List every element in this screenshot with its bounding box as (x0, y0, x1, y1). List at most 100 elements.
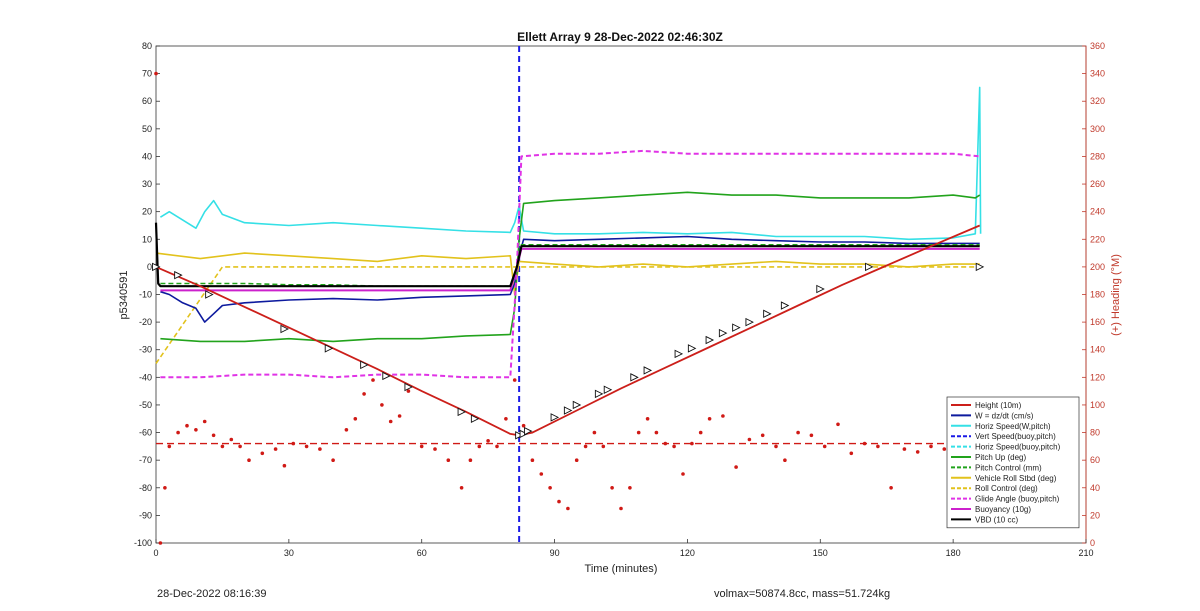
heading-point (583, 444, 588, 449)
legend-label: W = dz/dt (cm/s) (975, 411, 1034, 420)
height-marker (550, 413, 560, 422)
height-marker (630, 373, 639, 382)
heading-point (194, 428, 198, 432)
y2-tick-label: 140 (1090, 345, 1105, 355)
heading-point (185, 423, 189, 428)
heading-point (353, 417, 358, 421)
y-tick-label: 10 (142, 234, 152, 244)
legend-label: Height (10m) (975, 401, 1022, 410)
heading-point (902, 447, 907, 451)
legend-label: Horiz Speed(buoy,pitch) (975, 443, 1061, 452)
height-marker (174, 270, 183, 280)
heading-point (566, 506, 570, 511)
y2-tick-label: 20 (1090, 510, 1100, 520)
heading-point (809, 433, 814, 438)
heading-point (530, 458, 535, 463)
y-tick-label: -100 (134, 538, 152, 548)
y-tick-label: 70 (142, 69, 152, 79)
legend-label: Horiz Speed(W,pitch) (975, 422, 1051, 431)
height-marker (360, 360, 369, 370)
y2-tick-label: 0 (1090, 538, 1095, 548)
heading-point (468, 458, 473, 463)
heading-point (486, 439, 490, 443)
y2-tick-label: 280 (1090, 151, 1105, 161)
heading-point (331, 458, 335, 463)
plot-frame (155, 45, 1087, 544)
y-tick-label: -30 (139, 345, 152, 355)
heading-point (163, 486, 167, 490)
heading-point (721, 414, 725, 418)
heading-point (344, 428, 349, 432)
heading-point (495, 444, 499, 449)
heading-point (388, 419, 393, 424)
x-tick-label: 0 (153, 548, 158, 558)
height-marker (705, 335, 715, 345)
heading-point (521, 423, 526, 428)
y-tick-label: -60 (139, 428, 152, 438)
heading-point (836, 422, 840, 427)
heading-point (796, 430, 800, 435)
y-tick-label: -10 (139, 290, 152, 300)
x-tick-label: 210 (1078, 548, 1093, 558)
y2-tick-label: 60 (1090, 455, 1100, 465)
heading-point (158, 541, 163, 545)
heading-point (238, 444, 242, 449)
heading-point (273, 447, 278, 451)
heading-point (760, 433, 765, 438)
height-marker (524, 426, 533, 436)
height-marker (763, 309, 772, 319)
height-marker (572, 400, 582, 410)
heading-point (291, 441, 296, 446)
x-tick-label: 60 (417, 548, 427, 558)
height-marker (816, 284, 825, 294)
y-axis-label: p5340591 (118, 271, 130, 320)
heading-point (672, 444, 676, 449)
y-tick-label: 60 (142, 96, 152, 106)
heading-point (380, 403, 384, 407)
y2-axis-label: (+) Heading (°M) (1110, 254, 1122, 336)
y2-tick-label: 80 (1090, 428, 1100, 438)
height-marker (563, 406, 573, 415)
heading-point (915, 450, 920, 454)
x-tick-label: 150 (813, 548, 828, 558)
y2-tick-label: 200 (1090, 262, 1105, 272)
height-marker (404, 382, 413, 392)
y2-tick-label: 160 (1090, 317, 1105, 327)
heading-point (247, 458, 251, 463)
y-tick-label: -70 (139, 455, 152, 465)
heading-point (636, 430, 641, 435)
legend-label: Vehicle Roll Stbd (deg) (975, 474, 1057, 483)
heading-point (654, 430, 659, 435)
y2-tick-label: 320 (1090, 96, 1105, 106)
heading-point (362, 392, 366, 396)
heading-point (176, 430, 180, 435)
heading-point (397, 414, 402, 418)
height-marker (780, 301, 790, 310)
y-tick-label: -80 (139, 483, 152, 493)
legend-label: Pitch Up (deg) (975, 453, 1026, 462)
heading-point (202, 419, 207, 424)
heading-point (318, 447, 322, 451)
heading-point (548, 486, 552, 490)
heading-point (628, 486, 632, 490)
height-marker (674, 349, 684, 359)
y2-tick-label: 300 (1090, 124, 1105, 134)
heading-point (734, 465, 738, 469)
height-marker (470, 414, 480, 423)
heading-point (512, 378, 517, 382)
heading-point (645, 417, 650, 421)
y-tick-label: -90 (139, 510, 152, 520)
y2-tick-label: 100 (1090, 400, 1105, 410)
heading-point (304, 444, 309, 449)
y-tick-label: 80 (142, 41, 152, 51)
series-horiz-speed (159, 86, 982, 241)
height-marker (603, 385, 613, 394)
heading-point (154, 71, 158, 76)
x-axis-label: Time (minutes) (585, 563, 658, 575)
y2-tick-label: 260 (1090, 179, 1105, 189)
heading-point (783, 458, 787, 463)
x-tick-label: 120 (680, 548, 695, 558)
heading-point (167, 444, 172, 449)
y-tick-label: 30 (142, 179, 152, 189)
